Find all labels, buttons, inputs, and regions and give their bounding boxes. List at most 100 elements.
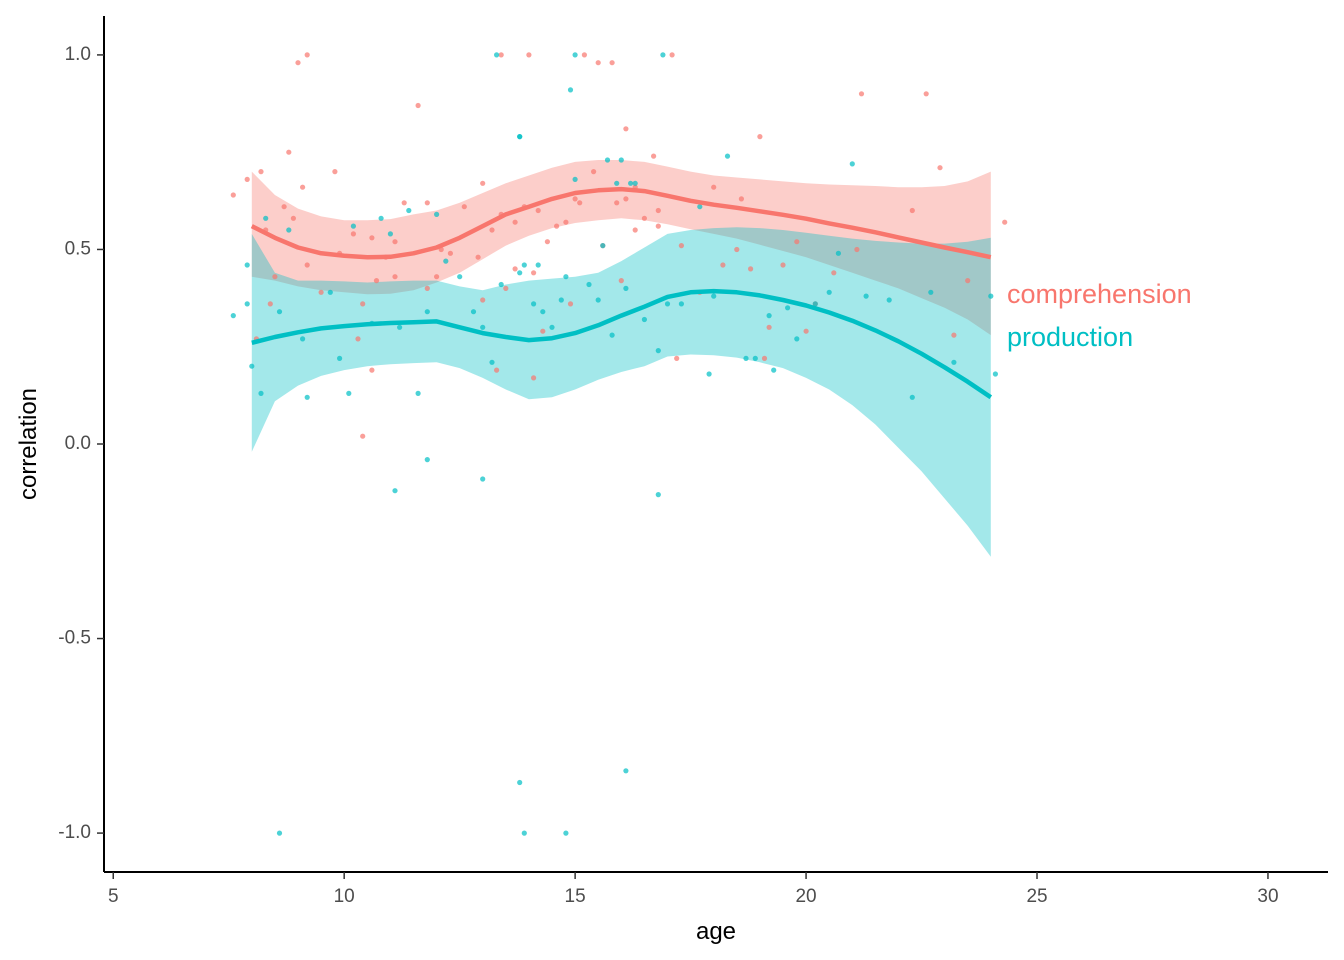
comprehension-point	[669, 52, 675, 58]
production-point	[531, 301, 537, 307]
comprehension-point	[290, 215, 296, 221]
x-tick-label: 30	[1257, 886, 1278, 907]
production-point	[826, 289, 832, 295]
production-point	[521, 262, 527, 268]
comprehension-point	[318, 289, 324, 295]
comprehension-point	[475, 254, 481, 260]
production-point	[928, 289, 934, 295]
production-point	[521, 830, 527, 836]
production-point	[632, 180, 638, 186]
comprehension-point	[738, 196, 745, 202]
comprehension-point	[526, 52, 532, 58]
y-axis-title: correlation	[15, 388, 42, 500]
series-labels: comprehension production	[1007, 279, 1192, 352]
production-point	[276, 830, 283, 836]
production-point	[609, 332, 615, 338]
comprehension-point	[951, 332, 957, 338]
production-point	[540, 309, 546, 315]
comprehension-point	[512, 219, 518, 225]
comprehension-confidence-band	[251, 160, 991, 336]
production-point	[771, 367, 777, 373]
production-point	[849, 161, 855, 167]
comprehension-point	[591, 169, 597, 175]
production-point	[304, 394, 310, 400]
production-point	[300, 336, 306, 342]
production-point	[794, 336, 800, 342]
comprehension-point	[350, 231, 356, 237]
production-point	[563, 274, 569, 280]
comprehension-point	[803, 328, 809, 334]
production-point	[567, 87, 574, 93]
confidence-bands	[251, 160, 991, 557]
comprehension-point	[780, 262, 786, 268]
comprehension-point	[304, 262, 310, 268]
comprehension-point	[581, 52, 588, 58]
comprehension-point	[748, 266, 754, 272]
comprehension-point	[632, 227, 638, 233]
comprehension-point	[424, 200, 430, 206]
production-point	[628, 180, 634, 186]
comprehension-point	[965, 278, 971, 284]
comprehension-point	[923, 91, 929, 97]
production-point	[392, 488, 398, 494]
comprehension-point	[794, 239, 800, 245]
production-point	[470, 309, 477, 315]
production-point	[835, 250, 842, 256]
production-point	[535, 262, 541, 268]
production-point	[397, 324, 403, 330]
comprehension-point	[609, 60, 615, 66]
production-point	[443, 258, 449, 264]
comprehension-point	[272, 274, 278, 280]
comprehension-point	[909, 207, 915, 214]
comprehension-point	[674, 355, 680, 361]
production-point	[586, 281, 592, 288]
production-point	[664, 301, 671, 307]
production-point	[724, 153, 731, 159]
x-tick-label: 15	[565, 886, 586, 907]
comprehension-point	[678, 243, 685, 249]
production-point	[563, 830, 569, 836]
production-point	[517, 779, 523, 786]
production-point	[655, 348, 661, 354]
comprehension-point	[544, 239, 551, 245]
production-point	[424, 457, 430, 463]
production-point	[406, 207, 412, 214]
production-point	[623, 285, 629, 291]
production-point	[350, 223, 356, 229]
comprehension-point	[281, 204, 287, 210]
comprehension-point	[244, 176, 250, 182]
production-point	[886, 297, 892, 303]
production-point	[909, 394, 915, 400]
smooth-lines	[250, 186, 993, 400]
production-point	[480, 476, 486, 482]
comprehension-point	[595, 60, 601, 66]
comprehension-point	[230, 192, 236, 198]
production-point	[992, 371, 999, 377]
comprehension-point	[531, 270, 537, 276]
comprehension-point	[512, 266, 518, 272]
comprehension-point	[304, 52, 310, 58]
production-point	[517, 270, 523, 276]
comprehension-point	[447, 250, 453, 256]
x-axis-ticks: 5 10 15 20 25 30	[108, 872, 1279, 907]
comprehension-point	[651, 153, 657, 159]
production-point	[604, 157, 611, 163]
comprehension-point	[494, 367, 500, 373]
production-point	[743, 355, 749, 361]
comprehension-point	[567, 301, 574, 307]
comprehension-point	[434, 274, 440, 280]
comprehension-point	[1002, 219, 1008, 225]
comprehension-point	[369, 235, 375, 241]
comprehension-point	[480, 297, 486, 303]
comprehension-point	[415, 102, 421, 109]
comprehension-point	[535, 207, 541, 214]
production-point	[752, 355, 758, 361]
comprehension-point	[757, 134, 763, 140]
production-point	[660, 52, 666, 58]
comprehension-point	[300, 184, 306, 190]
comprehension-point	[531, 375, 537, 381]
production-point	[572, 176, 578, 182]
comprehension-smooth-line	[250, 186, 992, 260]
y-tick-label: 0.5	[65, 238, 91, 259]
